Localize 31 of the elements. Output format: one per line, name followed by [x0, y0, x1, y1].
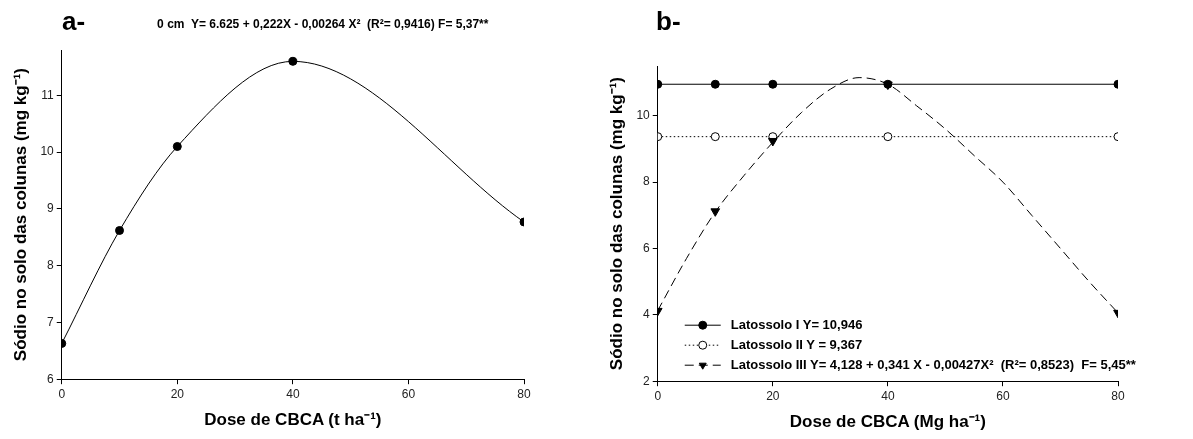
- chart-title: b-: [656, 6, 681, 36]
- x-tick-label: 0: [58, 386, 66, 401]
- x-tick-label: 20: [170, 386, 185, 401]
- x-tick-label: 40: [286, 386, 300, 401]
- x-axis-title: Dose de CBCA (Mg ha⁻¹): [789, 412, 986, 432]
- y-tick-label: 6: [643, 240, 651, 255]
- x-tick-label: 40: [881, 388, 895, 403]
- legend-label: Latossolo II Y = 9,367: [730, 336, 863, 352]
- x-axis-title: Dose de CBCA (t ha⁻¹): [204, 410, 382, 430]
- x-tick-label: 80: [1111, 388, 1125, 403]
- x-tick-label: 0: [654, 388, 662, 403]
- y-tick-label: 8: [643, 174, 651, 189]
- y-tick-label: 11: [41, 87, 55, 102]
- y-tick-label: 10: [636, 108, 651, 123]
- y-tick-label: 8: [47, 258, 55, 272]
- y-tick-label: 7: [47, 314, 55, 329]
- chart-title: a-: [62, 6, 86, 36]
- y-tick-label: 2: [643, 373, 651, 388]
- y-tick-label: 9: [47, 201, 55, 216]
- x-tick-label: 80: [517, 386, 531, 401]
- x-tick-label: 20: [766, 388, 780, 403]
- x-tick-label: 60: [401, 386, 416, 401]
- x-tick-label: 60: [996, 388, 1010, 403]
- legend-label: Latossolo I Y= 10,946: [730, 316, 863, 332]
- y-tick-label: 6: [47, 371, 55, 386]
- chart-subtitle: 0 cm Y= 6.625 + 0,222X - 0,00264 X² (R²= 0,9416) F= 5,37**: [157, 17, 489, 31]
- y-tick-label: 4: [643, 307, 651, 322]
- y-axis-title: Sódio no solo das colunas (mg kg⁻¹): [10, 68, 30, 362]
- y-axis-title: Sódio no solo das colunas (mg kg⁻¹): [606, 77, 626, 371]
- legend-label: Latossolo III Y= 4,128 + 0,341 X - 0,00427X² (R²= 0,8523) F= 5,45**: [730, 356, 1137, 372]
- y-tick-label: 10: [40, 144, 55, 159]
